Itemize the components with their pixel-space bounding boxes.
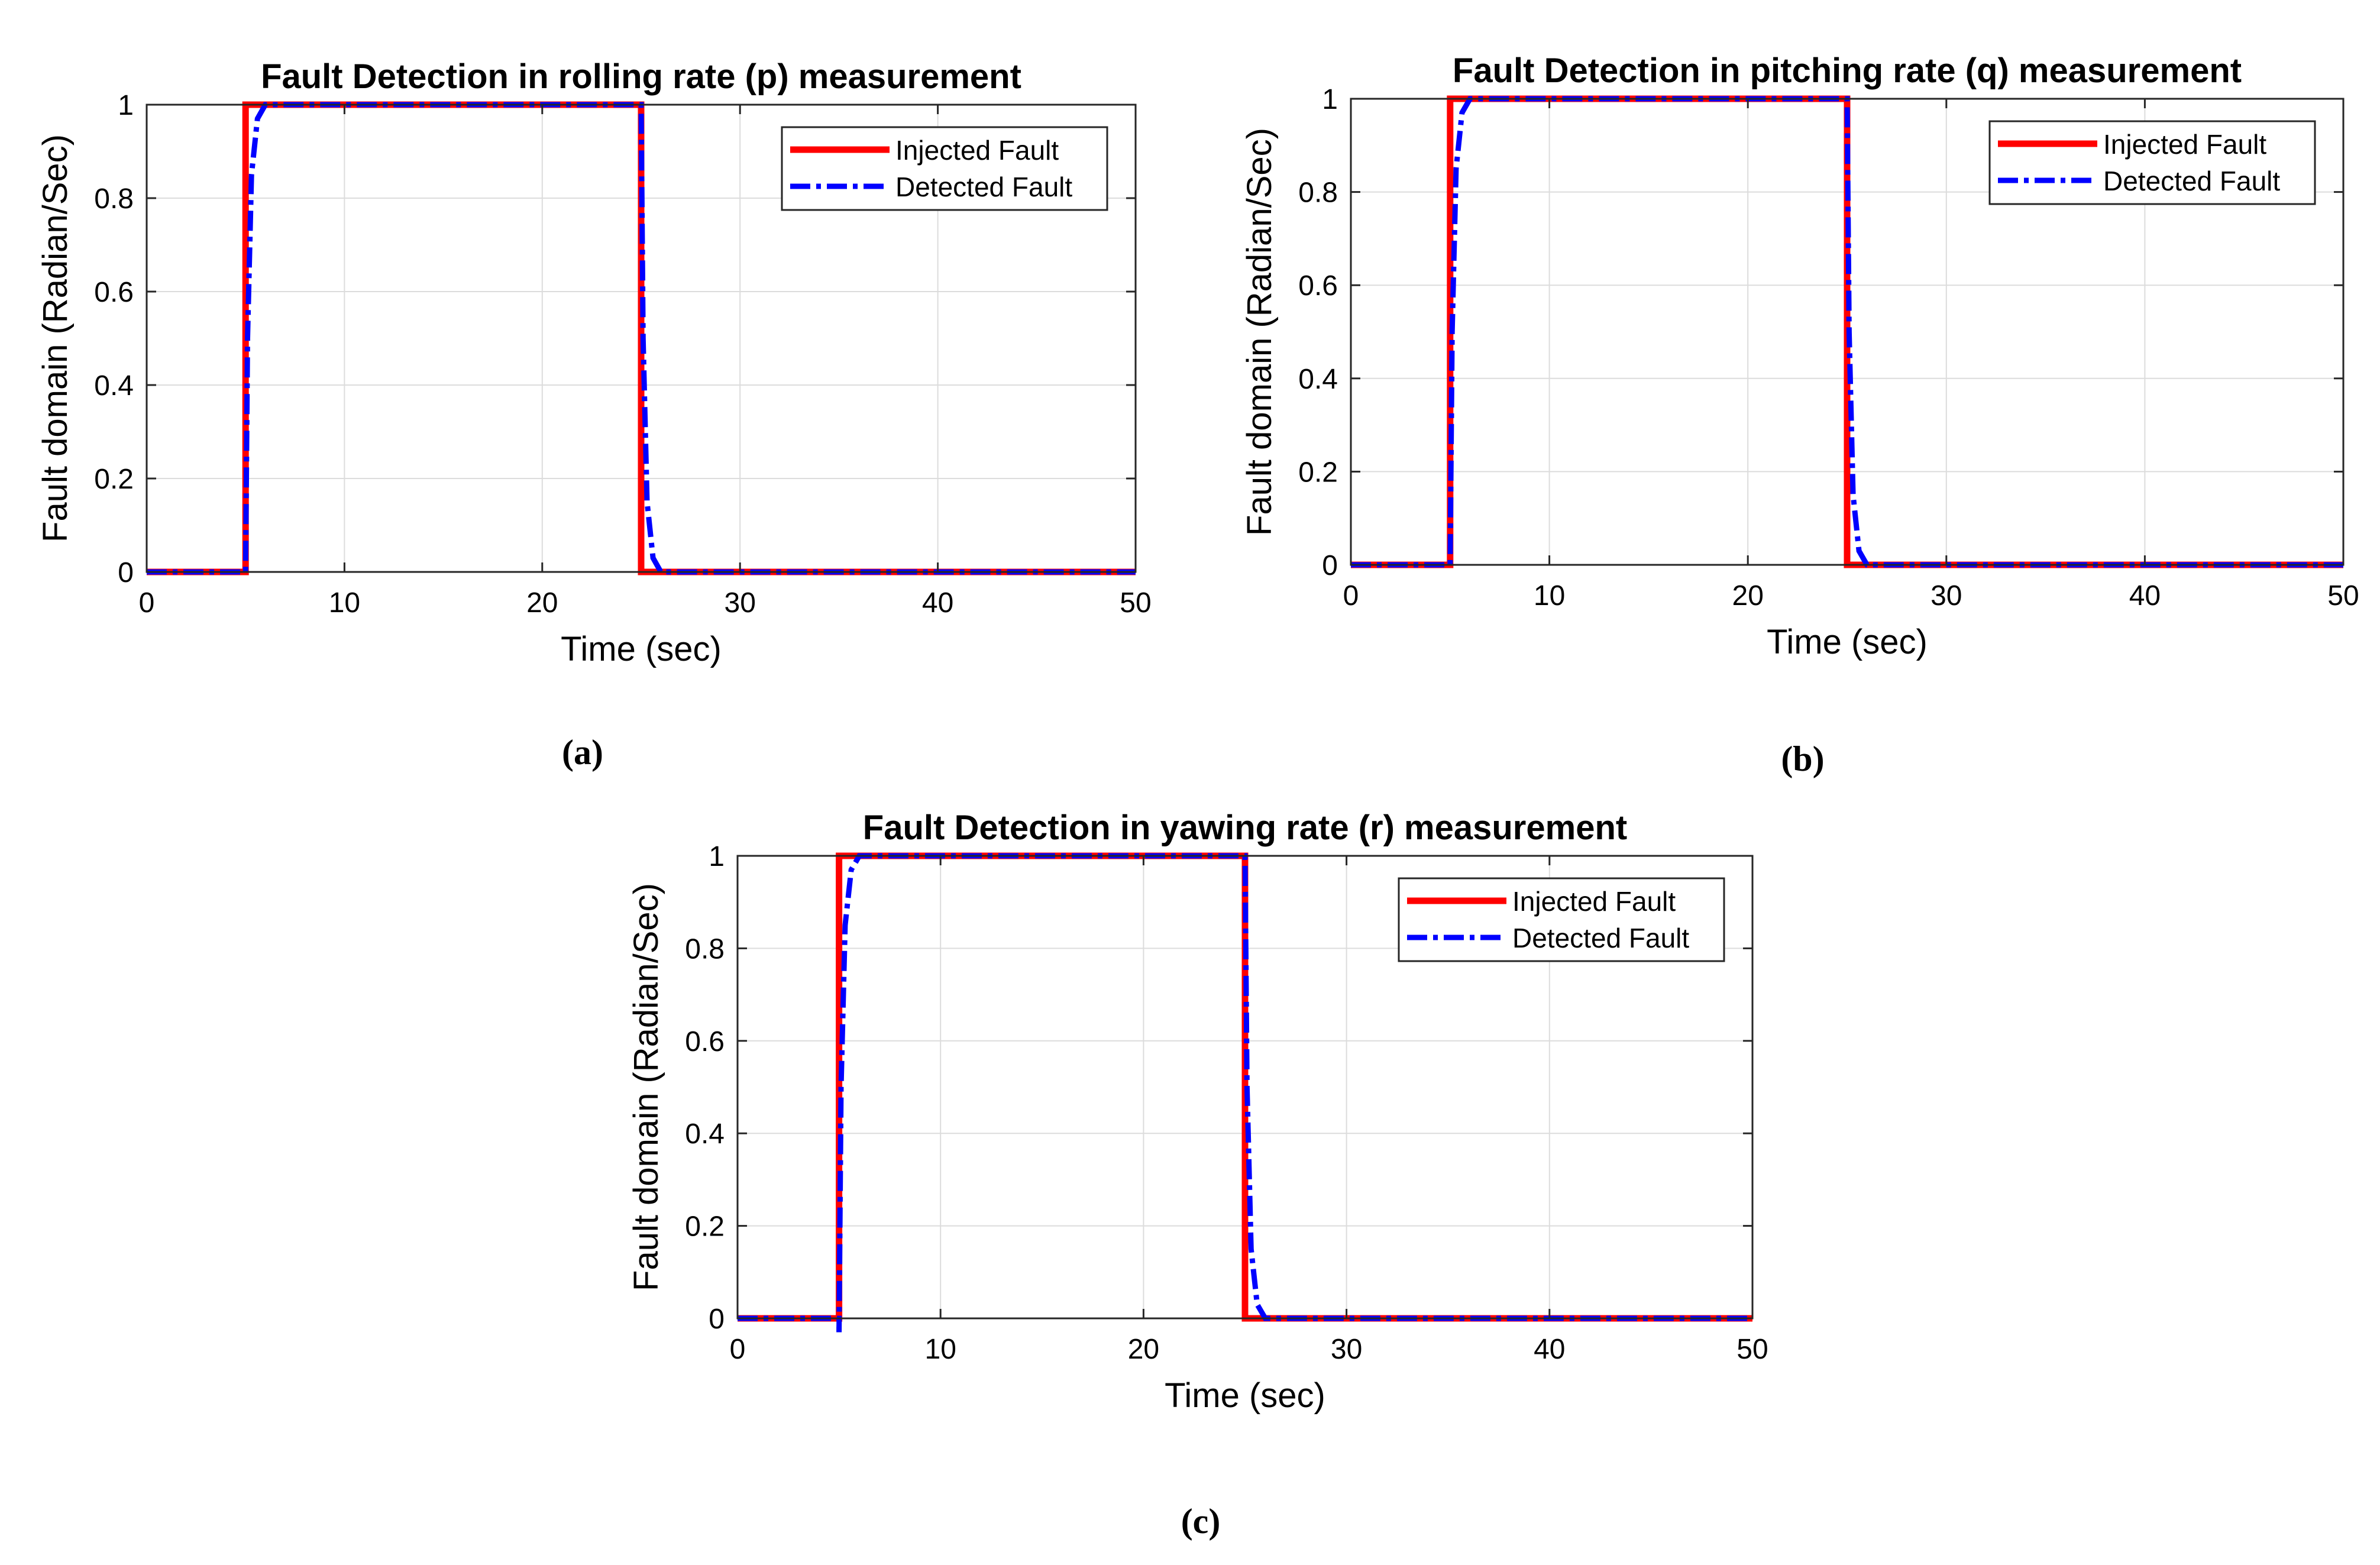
legend: Injected Fault Detected Fault xyxy=(1398,877,1725,962)
y-axis-label: Fault domain (Radian/Sec) xyxy=(1240,128,1279,536)
x-axis-label: Time (sec) xyxy=(1165,1376,1325,1415)
chart-a: 0 10 20 30 40 50 0 0.2 0.4 0.6 0.8 1 Fault Detection… xyxy=(36,57,1152,668)
legend-label-injected: Injected Fault xyxy=(2103,129,2266,160)
y-tick-label: 0.4 xyxy=(685,1118,725,1150)
x-tick-label: 50 xyxy=(2327,580,2359,612)
y-tick-label: 0 xyxy=(709,1304,725,1335)
y-axis-label: Fault domain (Radian/Sec) xyxy=(36,134,75,542)
x-tick-label: 10 xyxy=(925,1334,956,1365)
x-tick-label: 50 xyxy=(1737,1334,1768,1365)
y-tick-label: 1 xyxy=(118,90,134,121)
y-tick-label: 0.6 xyxy=(1298,270,1338,302)
x-tick-label: 20 xyxy=(1128,1334,1159,1365)
x-tick-label: 20 xyxy=(526,587,558,619)
chart-b: 0 10 20 30 40 50 0 0.2 0.4 0.6 0.8 1 Fault Detection… xyxy=(1240,51,2359,661)
series-line-detected-fault xyxy=(147,102,1136,575)
chart-c: 0 10 20 30 40 50 0 0.2 0.4 0.6 0.8 1 Fault Detection… xyxy=(627,809,1768,1415)
y-tick-label: 0 xyxy=(1322,550,1338,581)
y-tick-label: 0.6 xyxy=(685,1026,725,1058)
x-tick-label: 30 xyxy=(1331,1334,1362,1365)
chart-title: Fault Detection in pitching rate (q) mea… xyxy=(1453,51,2242,90)
y-tick-label: 0.8 xyxy=(94,183,134,215)
y-tick-label: 0.8 xyxy=(685,933,725,965)
legend-label-injected: Injected Fault xyxy=(1512,886,1676,917)
x-tick-label: 0 xyxy=(1343,580,1359,612)
axes-box xyxy=(1350,98,2345,566)
caption-b: (b) xyxy=(1781,739,1824,778)
x-axis-label: Time (sec) xyxy=(561,630,722,668)
y-axis-label: Fault domain (Radian/Sec) xyxy=(627,883,665,1291)
x-tick-label: 10 xyxy=(1534,580,1565,612)
y-tick-label: 0.2 xyxy=(685,1211,725,1243)
x-tick-label: 0 xyxy=(139,587,155,619)
legend-box xyxy=(1988,120,2316,205)
x-tick-label: 40 xyxy=(922,587,953,619)
x-tick-label: 40 xyxy=(2129,580,2161,612)
legend: Injected Fault Detected Fault xyxy=(1988,120,2316,205)
legend-label-detected: Detected Fault xyxy=(1512,923,1689,953)
axes-box xyxy=(145,104,1137,573)
y-tick-label: 0.8 xyxy=(1298,177,1338,209)
x-tick-label: 20 xyxy=(1732,580,1764,612)
y-tick-label: 0.4 xyxy=(94,370,134,402)
y-tick-label: 0 xyxy=(118,557,134,589)
x-tick-label: 0 xyxy=(730,1334,746,1365)
x-tick-label: 40 xyxy=(1534,1334,1565,1365)
legend: Injected Fault Detected Fault xyxy=(781,126,1108,211)
y-tick-label: 1 xyxy=(1322,84,1338,115)
x-tick-label: 10 xyxy=(329,587,360,619)
legend-label-detected: Detected Fault xyxy=(2103,166,2280,196)
legend-box xyxy=(781,126,1108,211)
caption-a: (a) xyxy=(562,733,603,772)
chart-title: Fault Detection in yawing rate (r) measu… xyxy=(863,809,1627,847)
y-tick-label: 0.6 xyxy=(94,277,134,308)
legend-box xyxy=(1398,877,1725,962)
y-tick-label: 0.2 xyxy=(1298,457,1338,488)
x-tick-label: 50 xyxy=(1120,587,1151,619)
x-tick-label: 30 xyxy=(1930,580,1962,612)
y-tick-label: 0.2 xyxy=(94,464,134,495)
x-axis-label: Time (sec) xyxy=(1767,623,1928,661)
legend-label-detected: Detected Fault xyxy=(895,172,1072,202)
series-line-detected-fault xyxy=(1351,96,2343,568)
legend-label-injected: Injected Fault xyxy=(895,135,1059,166)
axes-box xyxy=(736,855,1754,1320)
y-tick-label: 1 xyxy=(709,841,725,872)
x-tick-label: 30 xyxy=(725,587,756,619)
chart-title: Fault Detection in rolling rate (p) meas… xyxy=(261,57,1021,96)
y-tick-label: 0.4 xyxy=(1298,364,1338,395)
caption-c: (c) xyxy=(1181,1502,1221,1541)
